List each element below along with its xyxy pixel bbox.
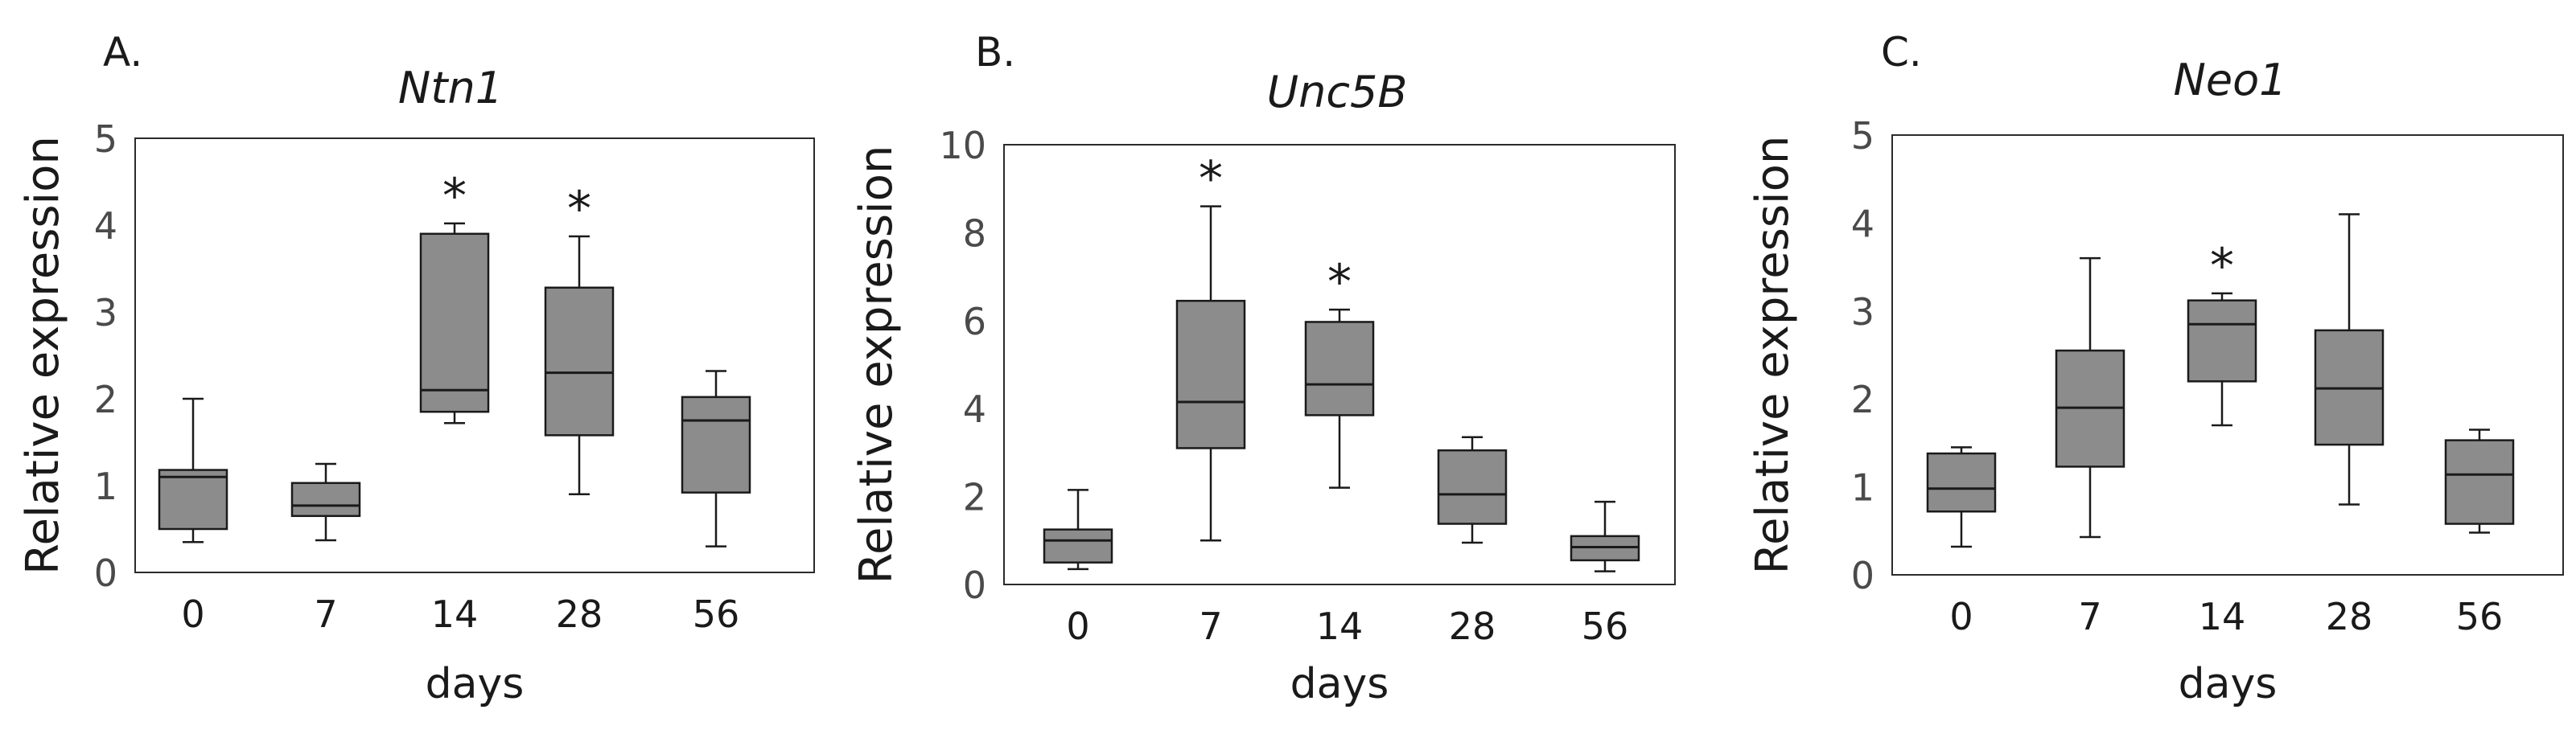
box-iqr [419,232,490,413]
y-tick-label: 4 [963,388,986,431]
box-28 [1437,436,1508,544]
y-tick-label: 2 [963,476,986,519]
box-0 [1926,446,1997,548]
x-axis-label: days [1290,660,1389,708]
box-14: * [2187,238,2257,427]
x-tick-label: 14 [431,593,479,636]
y-tick-label: 3 [1851,290,1874,334]
x-tick-label: 0 [1066,605,1089,648]
box-iqr [544,286,615,437]
box-0 [158,397,228,543]
box-7 [2055,256,2125,539]
plot-frame [1003,144,1676,585]
y-tick-label: 6 [963,300,986,343]
box-28 [2314,213,2385,506]
box-iqr [158,469,228,531]
box-iqr [2187,299,2257,383]
box-iqr [2444,439,2515,525]
y-tick-label: 5 [1851,114,1874,158]
box-14: * [1304,254,1375,489]
box-14: * [419,168,490,424]
x-tick-label: 56 [1582,605,1629,648]
y-tick-label: 2 [1851,378,1874,421]
y-tick-label: 0 [963,564,986,607]
y-axis-label: Relative expression [850,146,903,584]
x-tick-label: 0 [181,593,204,636]
y-tick-label: 4 [1851,202,1874,245]
plot-frame [134,137,815,573]
panel-a: A. Ntn1 Relative expression 0 1 2 3 4 5 0 7 14 28 56 d… [17,29,815,708]
y-axis-label: Relative expression [1747,136,1799,575]
box-7: * [1175,151,1246,542]
x-axis-label: days [2179,660,2278,708]
box-28: * [544,181,615,496]
x-tick-label: 7 [314,593,337,636]
chart-title: Neo1 [2173,55,2286,105]
x-tick-label: 28 [1449,605,1496,648]
box-0 [1043,489,1113,571]
panel-label: A. [103,29,142,76]
x-tick-label: 56 [2456,595,2504,638]
box-iqr [1304,321,1375,416]
x-tick-label: 28 [556,593,603,636]
box-iqr [1926,452,1997,513]
box-iqr [290,482,361,518]
y-tick-label: 10 [939,124,986,167]
panel-label: B. [975,29,1015,76]
significance-marker: * [567,181,591,237]
significance-marker: * [1327,254,1352,310]
box-iqr [1437,449,1508,525]
box-iqr [681,396,751,494]
x-tick-label: 7 [1199,605,1222,648]
box-56 [1570,500,1640,572]
box-56 [2444,429,2515,534]
x-tick-label: 28 [2326,595,2373,638]
x-tick-label: 7 [2078,595,2101,638]
chart-title: Unc5B [1267,67,1408,117]
significance-marker: * [1199,151,1223,207]
y-tick-label: 0 [1851,554,1874,597]
y-tick-label: 5 [94,117,117,161]
panel-b: B. Unc5B Relative expression 0 2 4 6 8 10 0 7 14 28 5… [850,29,1676,708]
y-axis-label: Relative expression [17,136,69,575]
y-tick-label: 1 [1851,466,1874,510]
x-tick-label: 0 [1949,595,1973,638]
y-tick-label: 1 [94,465,117,508]
y-tick-label: 3 [94,291,117,334]
y-tick-label: 4 [94,204,117,248]
box-iqr [1175,299,1246,449]
significance-marker: * [2210,238,2234,294]
box-7 [290,462,361,542]
x-tick-label: 56 [693,593,740,636]
box-iqr [1043,528,1113,564]
box-56 [681,370,751,548]
y-tick-label: 0 [94,552,117,595]
y-tick-label: 8 [963,211,986,255]
x-tick-label: 14 [2199,595,2246,638]
plot-frame [1891,134,2564,576]
chart-title: Ntn1 [398,63,503,113]
x-tick-label: 14 [1316,605,1364,648]
panel-c: C. Neo1 Relative expression 0 1 2 3 4 5 0 7 14 28 56 d… [1747,29,2564,708]
x-axis-label: days [426,660,525,708]
significance-marker: * [442,168,467,224]
panel-label: C. [1881,29,1922,76]
y-tick-label: 2 [94,378,117,421]
